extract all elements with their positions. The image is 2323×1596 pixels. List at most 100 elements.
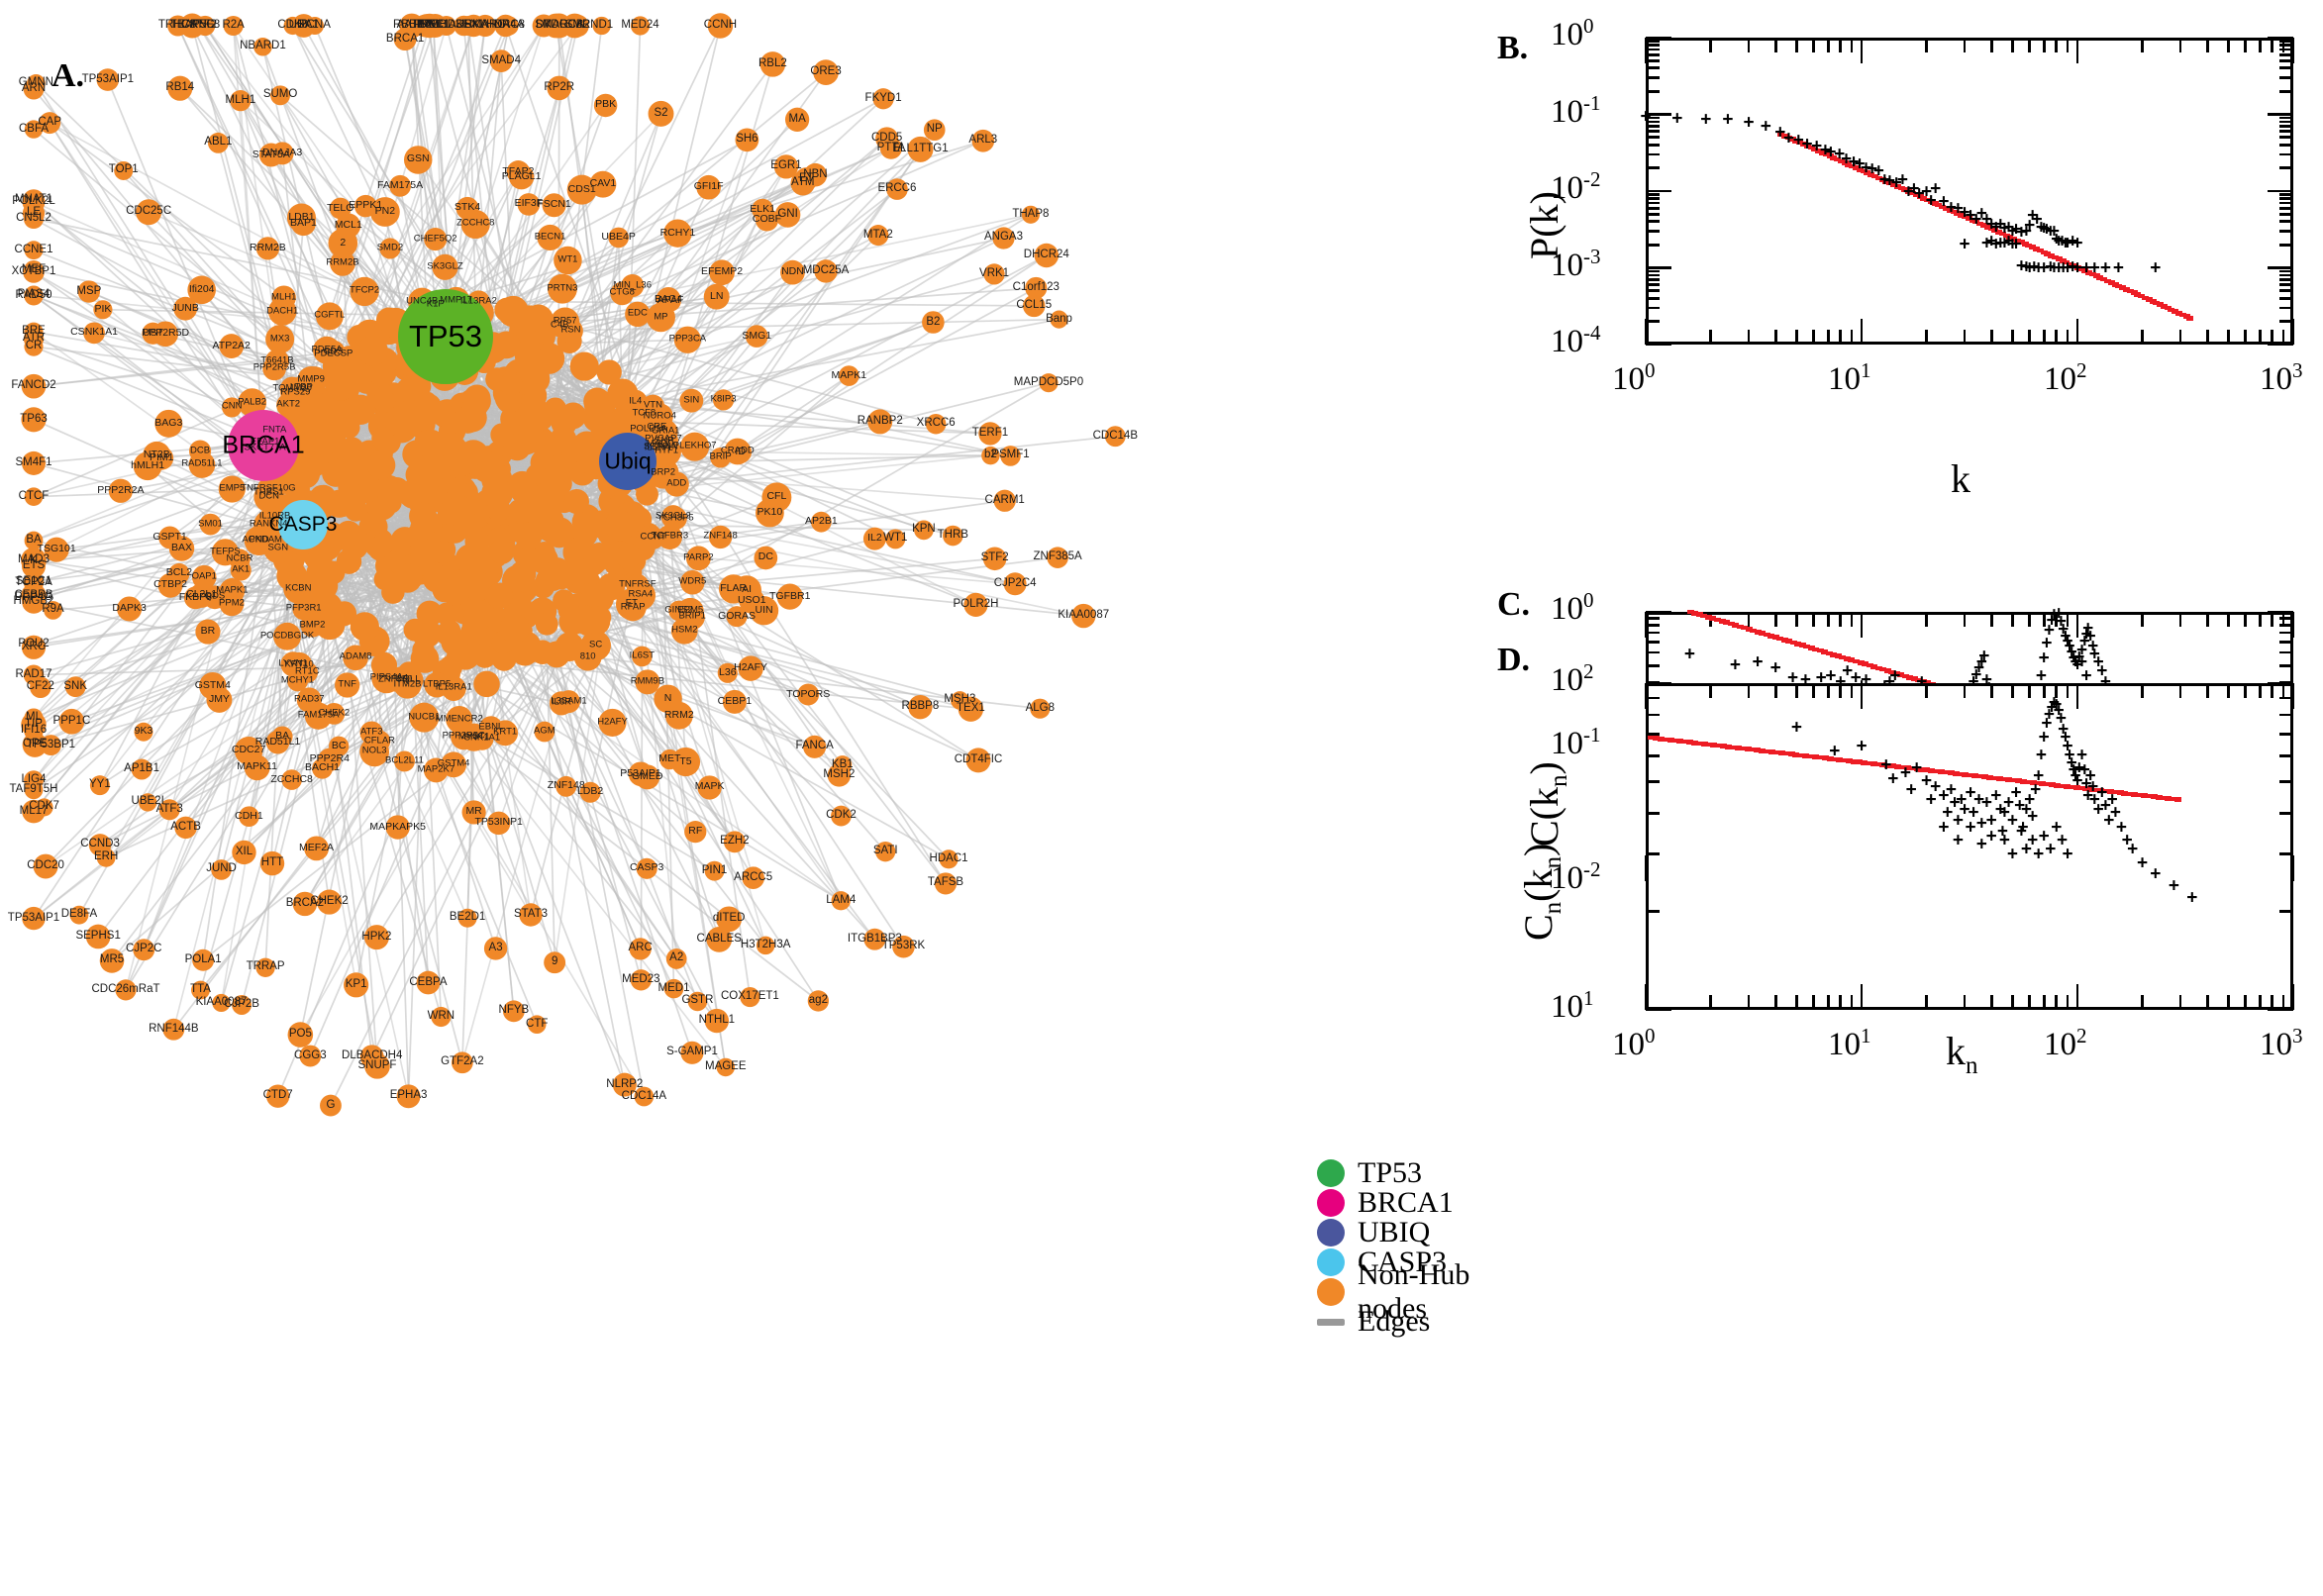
fit-line-segment xyxy=(1837,158,1845,164)
fit-line-segment xyxy=(2063,784,2070,789)
data-point-marker: + xyxy=(2015,821,2027,843)
data-point-marker: + xyxy=(1998,830,2011,851)
fit-line-segment xyxy=(1807,646,1815,650)
legend-item-label: CASP3 xyxy=(1358,1246,1448,1278)
hub-node-tp53[interactable] xyxy=(398,289,493,384)
fit-line-segment xyxy=(1998,231,2006,237)
data-point-marker: + xyxy=(2038,727,2050,748)
data-point-marker: + xyxy=(2064,636,2075,657)
data-point-marker: + xyxy=(1878,169,1890,191)
data-point-marker: + xyxy=(2030,779,2042,801)
x-tick-major-minor xyxy=(2075,612,2079,638)
x-tick-label: 103 xyxy=(2260,358,2303,397)
data-point-marker: + xyxy=(2082,785,2094,807)
fit-line-segment xyxy=(1681,739,1689,745)
fit-line-segment xyxy=(1957,771,1965,777)
fit-line-segment xyxy=(1839,654,1847,660)
y-tick-major-minor xyxy=(1646,306,1660,310)
fit-line-segment xyxy=(1864,170,1871,176)
fit-line-segment xyxy=(1919,679,1927,684)
hub-node-ubiq[interactable] xyxy=(599,433,656,490)
fit-line-segment xyxy=(1901,673,1909,679)
data-point-marker: + xyxy=(2002,217,2015,239)
fit-line-segment xyxy=(2048,252,2056,258)
fit-line-segment xyxy=(1969,218,1976,223)
x-tick-major-minor xyxy=(2178,683,2182,698)
y-tick-major-minor xyxy=(1646,206,1660,210)
data-point-marker: + xyxy=(1998,233,2011,254)
fit-line-segment xyxy=(1798,643,1806,648)
data-point-marker: + xyxy=(2033,765,2045,787)
fit-line-segment xyxy=(1807,753,1815,759)
x-tick-major-minor xyxy=(2010,612,2014,627)
fit-line-segment xyxy=(1995,230,2003,235)
fit-line-segment xyxy=(1816,648,1824,653)
data-point-marker: + xyxy=(1925,190,1937,212)
fit-line-segment xyxy=(2017,240,2025,245)
data-point-marker: + xyxy=(2071,233,2083,254)
fit-line-segment xyxy=(2051,254,2059,260)
fit-line-segment xyxy=(2044,251,2052,256)
fit-line-segment xyxy=(1886,180,1894,186)
panel-d-ylabel: Cn(kn) xyxy=(1516,843,1566,941)
data-point-marker: + xyxy=(1801,134,1813,155)
x-tick-major-minor xyxy=(1644,683,1648,709)
fit-line-segment xyxy=(2010,236,2018,242)
fit-line-segment xyxy=(1912,192,1920,198)
fit-line-segment xyxy=(2106,789,2114,794)
y-tick-major-minor xyxy=(1646,1008,1671,1012)
fit-line-segment xyxy=(1676,739,1684,744)
data-point-marker: + xyxy=(1990,785,2002,807)
x-tick-major-minor xyxy=(2028,683,2032,698)
data-point-marker: + xyxy=(1980,669,1992,691)
fit-line-segment xyxy=(1868,172,1875,177)
data-point-marker: + xyxy=(1998,802,2011,824)
data-point-marker: + xyxy=(2070,651,2081,673)
fit-line-segment xyxy=(1950,209,1958,215)
fit-line-segment xyxy=(1874,175,1882,181)
hub-node-casp3[interactable] xyxy=(278,500,328,549)
x-tick-major-minor xyxy=(1860,683,1864,709)
data-point-marker: + xyxy=(2055,611,2068,633)
legend-item-brca1: BRCA1 xyxy=(1317,1186,1525,1219)
x-tick-major-minor xyxy=(1826,995,1830,1010)
data-point-marker: + xyxy=(2071,654,2083,676)
fit-line-segment xyxy=(2160,795,2168,801)
fit-line-segment xyxy=(2149,299,2157,304)
fit-line-segment xyxy=(1958,213,1966,218)
x-tick-major-minor xyxy=(1839,995,1843,1010)
data-point-marker: + xyxy=(2103,810,2115,832)
data-point-marker: + xyxy=(2121,830,2133,851)
hub-node-brca1[interactable] xyxy=(228,410,299,481)
fit-line-segment xyxy=(2155,794,2163,800)
fit-line-segment xyxy=(1782,750,1790,756)
data-point-marker: + xyxy=(1998,218,2011,240)
fit-line-segment xyxy=(1856,167,1864,172)
data-point-marker: + xyxy=(1959,202,1970,224)
x-tick-major-minor xyxy=(2141,683,2145,698)
x-tick-major-minor xyxy=(2042,612,2046,627)
y-tick-major-minor xyxy=(2279,116,2293,120)
fit-line-segment xyxy=(1879,666,1887,672)
x-tick-major-minor xyxy=(2205,38,2209,52)
y-tick-major-minor xyxy=(1646,320,1660,324)
data-point-marker: + xyxy=(2137,852,2149,874)
data-point-marker: + xyxy=(2076,651,2088,673)
fit-line-segment xyxy=(1928,768,1936,773)
fit-line-segment xyxy=(1811,147,1819,152)
data-point-marker: + xyxy=(1786,667,1799,689)
data-point-marker: + xyxy=(1640,106,1652,128)
data-point-marker: + xyxy=(2020,839,2032,860)
data-point-marker: + xyxy=(2053,603,2065,625)
fit-line-segment xyxy=(2000,776,2008,782)
fit-line-segment xyxy=(1849,163,1857,169)
y-tick-major-minor xyxy=(2279,143,2293,147)
x-tick-major-minor xyxy=(1850,995,1854,1010)
data-point-marker: + xyxy=(2045,221,2057,243)
fit-line-segment xyxy=(2136,792,2144,798)
y-tick-major-minor xyxy=(2268,681,2293,685)
data-point-marker: + xyxy=(2062,233,2073,254)
y-tick-major-minor xyxy=(2279,48,2293,51)
fit-line-segment xyxy=(1822,151,1830,157)
data-point-marker: + xyxy=(1942,802,1954,824)
